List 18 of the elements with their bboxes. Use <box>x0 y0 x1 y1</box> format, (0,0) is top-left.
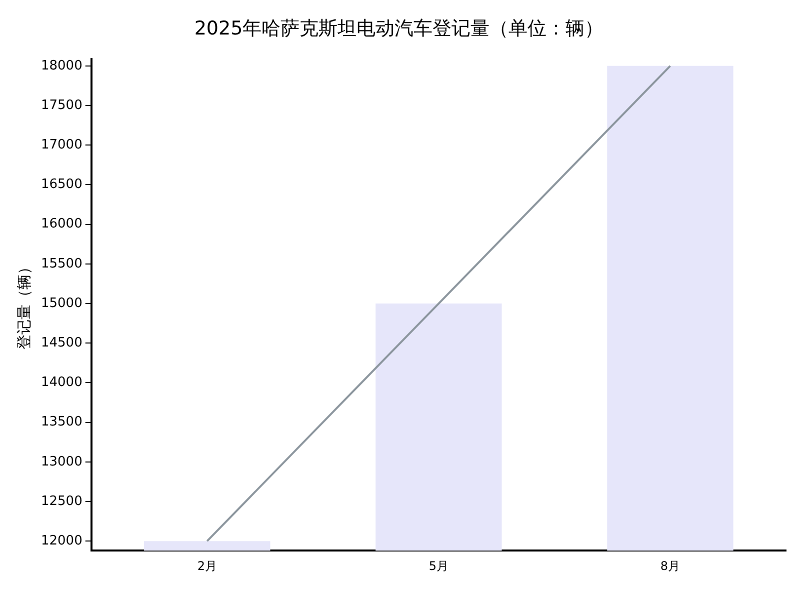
x-tick-label: 8月 <box>660 558 680 573</box>
x-tick-label: 5月 <box>428 558 448 573</box>
y-tick-label: 14000 <box>40 375 82 390</box>
y-tick-label: 15500 <box>40 256 82 272</box>
y-axis-title: 登记量（辆） <box>14 260 33 350</box>
y-tick-label: 17500 <box>40 98 82 113</box>
y-tick-label: 12000 <box>40 533 82 548</box>
y-tick-label: 17000 <box>40 137 82 152</box>
y-tick-label: 15000 <box>40 296 82 311</box>
y-tick-label: 18000 <box>40 58 82 74</box>
y-tick-label: 16500 <box>40 177 82 192</box>
y-tick-label: 13500 <box>40 414 82 430</box>
y-tick-label: 16000 <box>40 216 82 232</box>
y-tick-label: 13000 <box>40 454 82 470</box>
y-tick-label: 12500 <box>40 494 82 509</box>
chart-title: 2025年哈萨克斯坦电动汽车登记量（单位：辆） <box>194 17 604 40</box>
x-tick-label: 2月 <box>197 558 217 573</box>
y-tick-label: 14500 <box>40 335 82 350</box>
